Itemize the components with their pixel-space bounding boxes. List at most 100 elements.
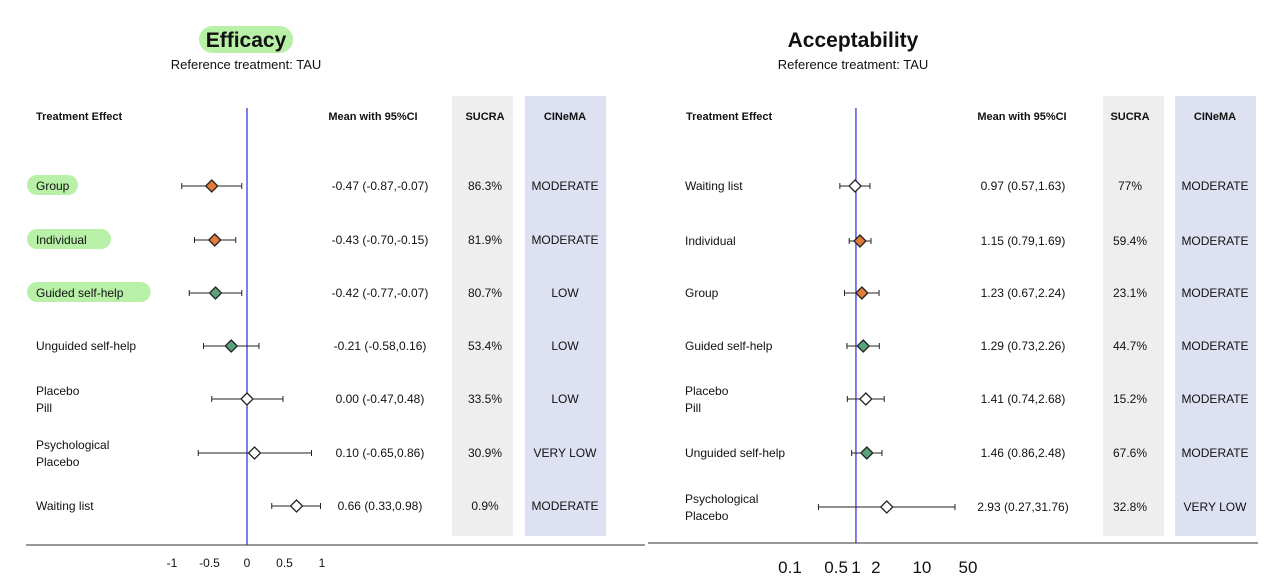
efficacy-panel: Efficacy Reference treatment: TAU Treatmen… <box>26 26 645 570</box>
sucra-value: 59.4% <box>1113 234 1147 248</box>
x-tick-label: 0.1 <box>778 558 802 577</box>
x-tick-label: -0.5 <box>199 556 220 570</box>
cinema-value: MODERATE <box>1181 392 1248 406</box>
x-tick-label: 0 <box>244 556 251 570</box>
row-label-line2: Placebo <box>36 455 80 469</box>
forest-row: Guided self-help -0.42 (-0.77,-0.07) 80.7%… <box>27 282 579 302</box>
x-tick-label: 1 <box>319 556 326 570</box>
forest-row: Unguided self-help -0.21 (-0.58,0.16) 53.4… <box>36 339 579 353</box>
forest-row: Waiting list 0.66 (0.33,0.98) 0.9% MODERATE <box>36 499 599 513</box>
point-estimate-marker <box>240 392 254 406</box>
row-label: Psychological <box>36 438 109 452</box>
header-mean-ci: Mean with 95%CI <box>977 111 1066 123</box>
sucra-value: 53.4% <box>468 339 502 353</box>
title-highlight <box>199 26 293 53</box>
sucra-column-bg <box>452 96 513 536</box>
acceptability-panel: Acceptability Reference treatment: TAU Tre… <box>648 29 1258 577</box>
sucra-value: 81.9% <box>468 233 502 247</box>
mean-ci-value: -0.21 (-0.58,0.16) <box>334 339 427 353</box>
chart-title: Efficacy <box>206 29 287 52</box>
sucra-value: 30.9% <box>468 446 502 460</box>
forest-row: Individual -0.43 (-0.70,-0.15) 81.9% MODERA… <box>27 229 599 249</box>
header-sucra: SUCRA <box>1110 111 1149 123</box>
mean-ci-value: -0.43 (-0.70,-0.15) <box>332 233 429 247</box>
chart-subtitle: Reference treatment: TAU <box>171 57 322 72</box>
cinema-column-bg <box>525 96 606 536</box>
header-cinema: CINeMA <box>544 111 586 123</box>
x-tick-label: 0.5 <box>824 558 848 577</box>
row-label: Psychological <box>685 492 758 506</box>
cinema-value: VERY LOW <box>534 446 598 460</box>
row-label: Waiting list <box>685 179 743 193</box>
mean-ci-value: 0.66 (0.33,0.98) <box>338 499 423 513</box>
sucra-value: 0.9% <box>471 499 499 513</box>
cinema-value: MODERATE <box>531 179 598 193</box>
point-estimate-marker <box>224 339 239 353</box>
label-highlight <box>27 175 78 195</box>
cinema-value: MODERATE <box>1181 179 1248 193</box>
cinema-value: MODERATE <box>531 233 598 247</box>
sucra-value: 86.3% <box>468 179 502 193</box>
row-label: Individual <box>36 233 87 247</box>
chart-title: Acceptability <box>788 29 919 52</box>
mean-ci-value: 1.41 (0.74,2.68) <box>981 392 1066 406</box>
point-estimate-marker <box>858 392 873 406</box>
header-treatment-effect: Treatment Effect <box>686 111 773 123</box>
row-label-line2: Placebo <box>685 509 729 523</box>
mean-ci-value: 1.15 (0.79,1.69) <box>981 234 1066 248</box>
chart-subtitle: Reference treatment: TAU <box>778 57 929 72</box>
sucra-value: 15.2% <box>1113 392 1147 406</box>
row-label: Guided self-help <box>36 286 124 300</box>
cinema-value: LOW <box>551 339 579 353</box>
row-label: Group <box>36 179 70 193</box>
forest-row: Guided self-help 1.29 (0.73,2.26) 44.7% MOD… <box>685 339 1249 353</box>
mean-ci-value: -0.47 (-0.87,-0.07) <box>332 179 429 193</box>
mean-ci-value: 0.97 (0.57,1.63) <box>981 179 1066 193</box>
mean-ci-value: 1.29 (0.73,2.26) <box>981 339 1066 353</box>
forest-row: Waiting list 0.97 (0.57,1.63) 77% MODERATE <box>685 179 1249 193</box>
row-label-line2: Pill <box>36 401 52 415</box>
forest-row: Unguided self-help 1.46 (0.86,2.48) 67.6% M… <box>685 446 1249 460</box>
header-treatment-effect: Treatment Effect <box>36 111 123 123</box>
point-estimate-marker <box>204 179 219 193</box>
cinema-value: LOW <box>551 286 579 300</box>
x-tick-label: 50 <box>959 558 978 577</box>
point-estimate-marker <box>289 499 304 513</box>
sucra-value: 32.8% <box>1113 500 1147 514</box>
forest-row: Group -0.47 (-0.87,-0.07) 86.3% MODERATE <box>27 175 599 195</box>
forest-row: Psychological Placebo 2.93 (0.27,31.76) 32.… <box>685 492 1247 523</box>
mean-ci-value: 1.46 (0.86,2.48) <box>981 446 1066 460</box>
row-label: Group <box>685 286 719 300</box>
x-tick-label: 10 <box>912 558 931 577</box>
sucra-value: 67.6% <box>1113 446 1147 460</box>
point-estimate-marker <box>207 233 222 247</box>
x-tick-label: -1 <box>167 556 178 570</box>
point-estimate-marker <box>856 339 871 353</box>
row-label: Waiting list <box>36 499 94 513</box>
forest-row: Psychological Placebo 0.10 (-0.65,0.86) 30.… <box>36 438 597 469</box>
sucra-value: 23.1% <box>1113 286 1147 300</box>
row-label: Unguided self-help <box>36 339 136 353</box>
header-sucra: SUCRA <box>465 111 504 123</box>
point-estimate-marker <box>859 446 874 460</box>
row-label: Placebo <box>36 384 80 398</box>
row-label: Placebo <box>685 384 729 398</box>
row-label: Individual <box>685 234 736 248</box>
mean-ci-value: 0.00 (-0.47,0.48) <box>336 392 425 406</box>
row-label: Unguided self-help <box>685 446 785 460</box>
cinema-value: MODERATE <box>1181 446 1248 460</box>
forest-row: Group 1.23 (0.67,2.24) 23.1% MODERATE <box>685 286 1249 300</box>
point-estimate-marker <box>848 179 862 193</box>
x-tick-label: 0.5 <box>276 556 293 570</box>
label-highlight <box>27 282 151 302</box>
forest-row: Placebo Pill 1.41 (0.74,2.68) 15.2% MODERATE <box>685 384 1249 415</box>
point-estimate-marker <box>879 500 894 514</box>
mean-ci-value: 0.10 (-0.65,0.86) <box>336 446 425 460</box>
cinema-value: MODERATE <box>1181 339 1248 353</box>
point-estimate-marker <box>853 234 867 248</box>
forest-row: Placebo Pill 0.00 (-0.47,0.48) 33.5% LOW <box>36 384 579 415</box>
cinema-value: VERY LOW <box>1184 500 1248 514</box>
label-highlight <box>27 229 111 249</box>
cinema-value: MODERATE <box>1181 286 1248 300</box>
